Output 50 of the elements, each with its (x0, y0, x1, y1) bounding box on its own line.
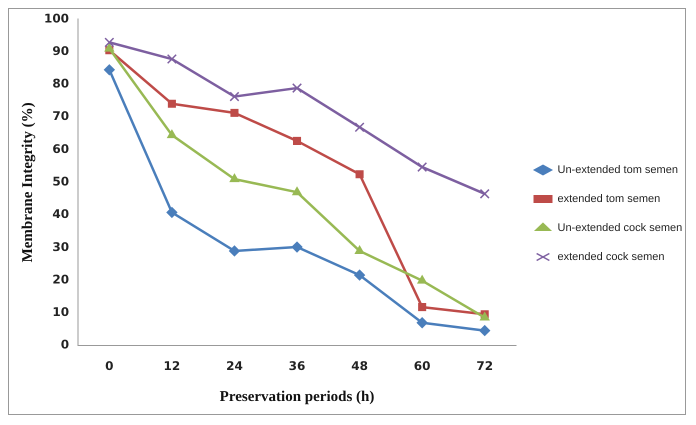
y-tick-label: 60 (52, 142, 70, 156)
point (417, 275, 427, 284)
point (104, 37, 114, 48)
y-tick-label: 30 (52, 240, 70, 254)
x-tick-label: 48 (351, 358, 368, 373)
x-tick-label: 72 (476, 358, 494, 373)
point (167, 130, 177, 138)
point (292, 83, 302, 94)
y-tick-label: 100 (44, 11, 70, 26)
point (354, 122, 365, 132)
y-tick-label: 90 (52, 44, 70, 58)
point (228, 245, 240, 256)
point (480, 312, 490, 321)
point (292, 186, 302, 196)
y-axis-title: Membrane Integrity (%) (20, 102, 36, 262)
legend-label: Un-extended tom semen (558, 164, 678, 176)
point (104, 64, 115, 76)
y-tick-label: 50 (52, 174, 70, 189)
point (166, 54, 177, 64)
point (356, 170, 364, 178)
point (354, 245, 364, 254)
point (104, 43, 114, 52)
y-tick-label: 80 (52, 76, 70, 91)
x-axis-title: Preservation periods (h) (220, 388, 374, 405)
legend-label: extended tom semen (558, 193, 660, 206)
legend-label: extended cock semen (558, 251, 665, 264)
point (292, 242, 303, 253)
y-tick-label: 0 (60, 338, 70, 352)
point (229, 92, 240, 102)
point (230, 108, 238, 117)
y-tick-label: 70 (52, 109, 70, 124)
point (230, 174, 240, 182)
point (292, 136, 302, 145)
point (166, 206, 178, 218)
point (416, 317, 428, 328)
x-tick-label: 12 (164, 358, 180, 373)
point (417, 162, 428, 172)
point (354, 270, 366, 281)
x-tick-label: 24 (226, 358, 243, 373)
x-tick-label: 60 (414, 358, 431, 373)
y-tick-label: 20 (52, 272, 70, 286)
point (480, 188, 490, 199)
y-tick-label: 40 (52, 207, 70, 222)
point (479, 325, 490, 336)
x-tick-label: 36 (288, 358, 306, 373)
legend-label: Un-extended cock semen (558, 222, 682, 234)
point (418, 303, 426, 312)
x-tick-label: 0 (105, 358, 114, 373)
y-tick-label: 10 (52, 305, 70, 320)
point (168, 100, 176, 108)
